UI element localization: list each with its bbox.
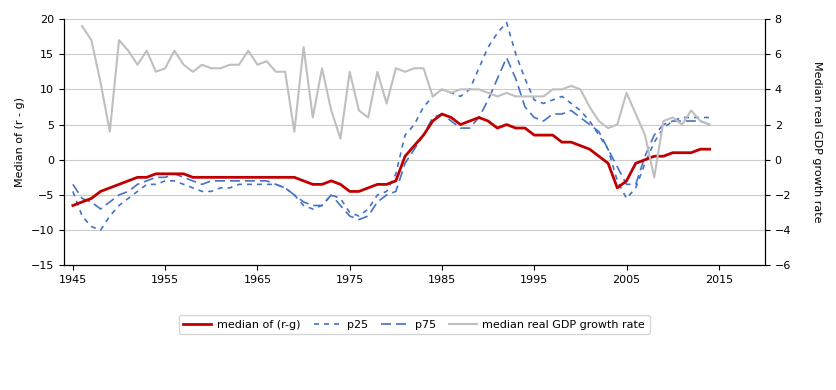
- median of (r-g): [418, 133, 428, 137]
- median of (r-g): [262, 175, 272, 180]
- p25: [501, 20, 511, 25]
- Line: p75: p75: [73, 58, 709, 220]
- p75: [354, 217, 364, 222]
- median of (r-g): [150, 172, 161, 176]
- Line: median of (r-g): median of (r-g): [73, 114, 709, 206]
- p75: [501, 55, 511, 60]
- p25: [344, 210, 354, 215]
- p25: [427, 94, 437, 99]
- p75: [704, 122, 714, 127]
- p25: [95, 228, 105, 232]
- p25: [271, 182, 281, 187]
- Line: p25: p25: [73, 23, 709, 230]
- median of (r-g): [68, 203, 78, 208]
- Y-axis label: Median of (r - g): Median of (r - g): [15, 97, 25, 187]
- Y-axis label: Median real GDP growth rate: Median real GDP growth rate: [811, 61, 821, 223]
- median of (r-g): [436, 112, 446, 116]
- p25: [160, 179, 170, 183]
- p75: [68, 182, 78, 187]
- p75: [215, 179, 225, 183]
- p75: [427, 115, 437, 120]
- median of (r-g): [612, 186, 622, 190]
- median of (r-g): [621, 179, 631, 183]
- p25: [68, 189, 78, 194]
- p25: [224, 186, 234, 190]
- p75: [262, 179, 272, 183]
- p25: [630, 186, 640, 190]
- p25: [704, 115, 714, 120]
- p75: [630, 182, 640, 187]
- p75: [150, 175, 161, 180]
- median of (r-g): [215, 175, 225, 180]
- p75: [335, 203, 345, 208]
- median of (r-g): [704, 147, 714, 152]
- Legend: median of (r-g), p25, p75, median real GDP growth rate: median of (r-g), p25, p75, median real G…: [179, 315, 649, 334]
